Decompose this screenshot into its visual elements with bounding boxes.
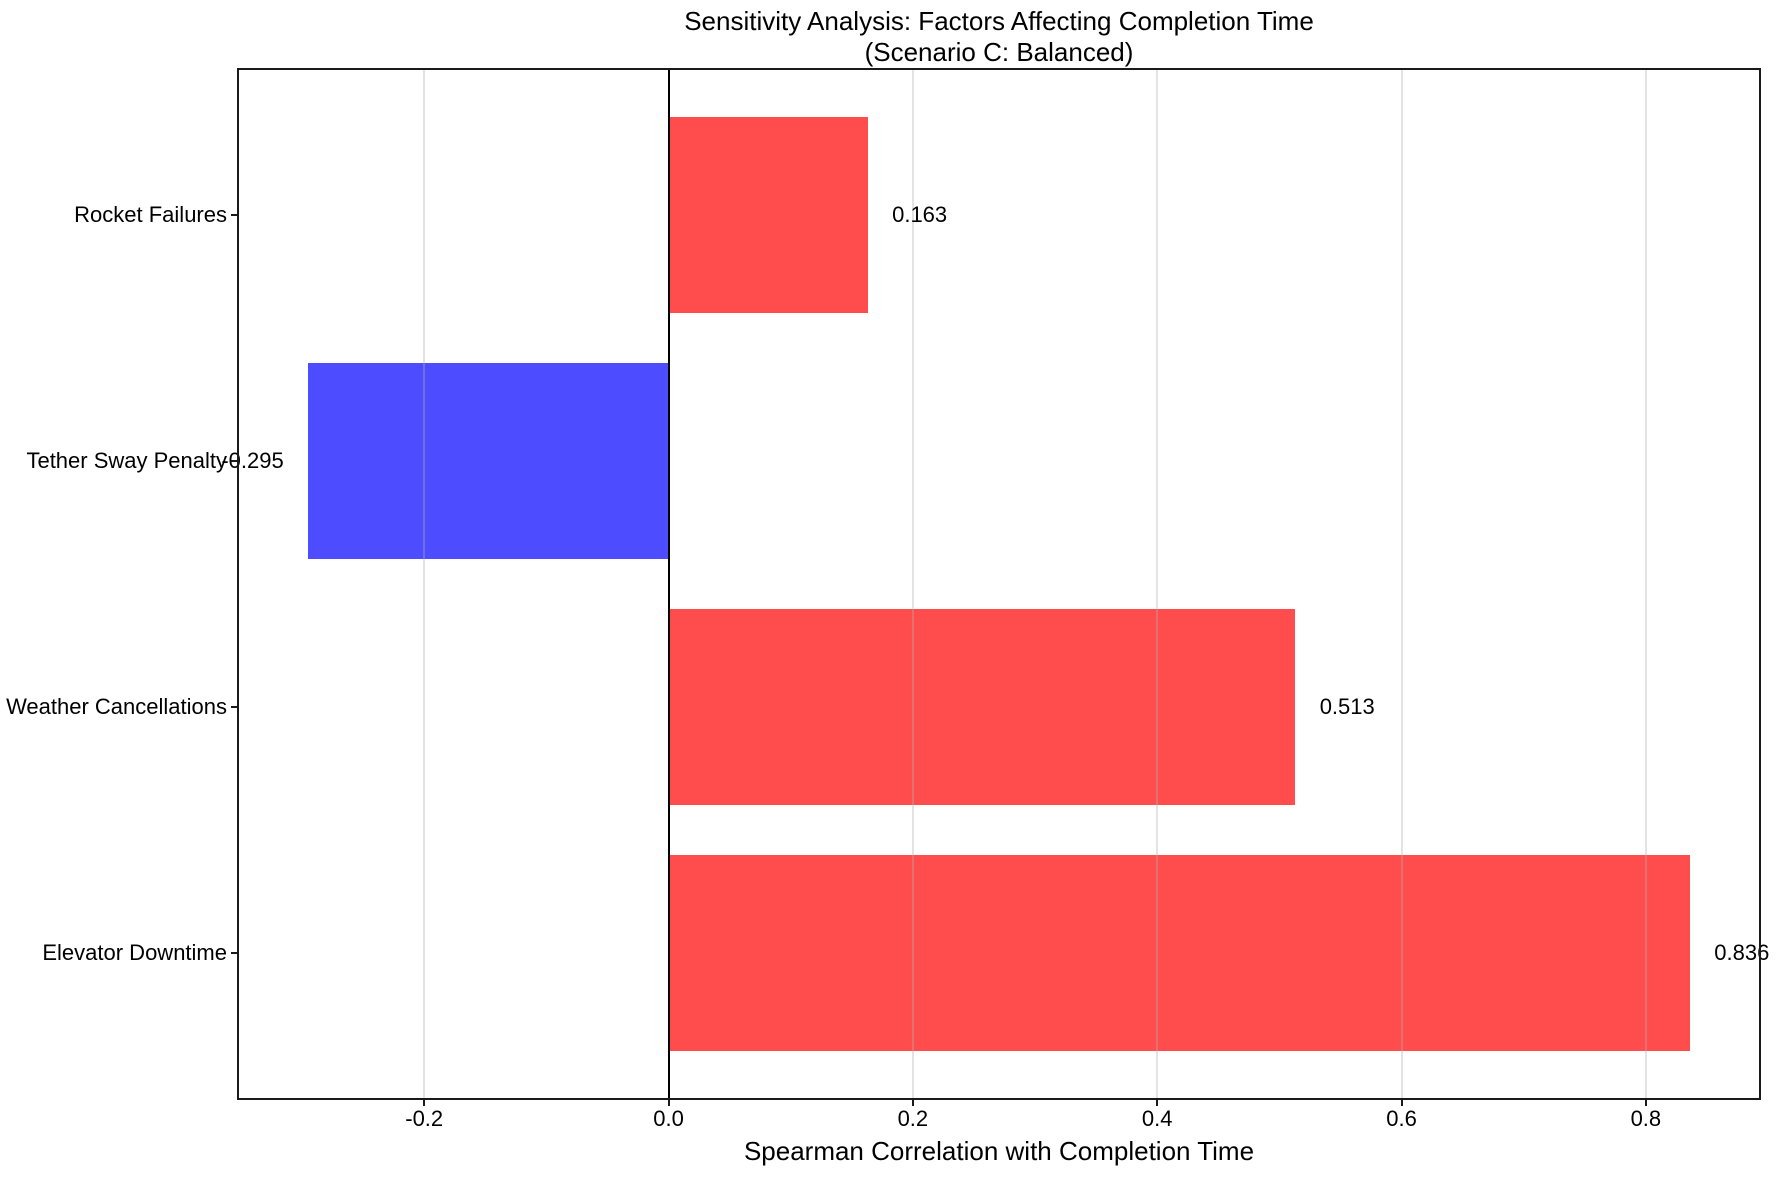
y-tick-mark xyxy=(231,951,239,954)
y-tick-mark xyxy=(231,214,239,217)
x-tick-mark xyxy=(1156,1098,1159,1106)
bar-elevator-downtime xyxy=(668,854,1690,1052)
category-label: Elevator Downtime xyxy=(42,939,227,965)
x-tick-label: -0.2 xyxy=(405,1106,444,1131)
x-tick-label: 0.8 xyxy=(1630,1106,1662,1131)
value-label: 0.513 xyxy=(1319,693,1375,719)
value-label: 0.836 xyxy=(1714,939,1770,965)
bar-tether-sway-penalty xyxy=(308,362,669,560)
x-tick-mark xyxy=(911,1098,914,1106)
chart-title: Sensitivity Analysis: Factors Affecting … xyxy=(684,6,1314,36)
x-tick-label: 0.4 xyxy=(1141,1106,1173,1131)
x-tick-mark xyxy=(1400,1098,1403,1106)
bar-rocket-failures xyxy=(668,116,868,314)
chart-subtitle: (Scenario C: Balanced) xyxy=(864,37,1134,67)
x-axis-label: Spearman Correlation with Completion Tim… xyxy=(743,1136,1255,1166)
gridline xyxy=(911,70,914,1098)
y-tick-mark xyxy=(231,460,239,463)
x-tick-label: 0.6 xyxy=(1386,1106,1417,1131)
gridline xyxy=(1156,70,1159,1098)
y-tick-mark xyxy=(231,705,239,708)
x-tick-mark xyxy=(667,1098,670,1106)
x-tick-mark xyxy=(1644,1098,1647,1106)
gridline xyxy=(1400,70,1403,1098)
gridline xyxy=(1644,70,1647,1098)
gridline xyxy=(423,70,426,1098)
bar-weather-cancellations xyxy=(668,608,1296,806)
plot-area xyxy=(239,70,1759,1098)
x-tick-label: 0.2 xyxy=(897,1106,929,1131)
chart-title-block: Sensitivity Analysis: Factors Affecting … xyxy=(239,6,1759,68)
category-label: Rocket Failures xyxy=(74,202,227,228)
x-tick-mark xyxy=(423,1098,426,1106)
category-label: Weather Cancellations xyxy=(6,693,227,719)
value-label: 0.163 xyxy=(892,202,948,228)
x-tick-label: 0.0 xyxy=(653,1106,684,1131)
category-label: Tether Sway Penalty xyxy=(26,448,227,474)
zero-reference-line xyxy=(667,70,670,1098)
